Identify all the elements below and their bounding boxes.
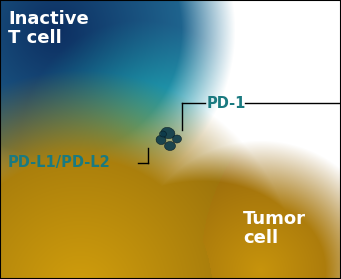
- Ellipse shape: [173, 135, 181, 143]
- Ellipse shape: [161, 128, 175, 139]
- Ellipse shape: [164, 141, 176, 150]
- Ellipse shape: [160, 131, 166, 137]
- Text: PD-1: PD-1: [207, 95, 247, 110]
- Text: Tumor
cell: Tumor cell: [243, 210, 306, 247]
- Ellipse shape: [156, 135, 166, 145]
- Text: Inactive
T cell: Inactive T cell: [8, 10, 89, 47]
- Text: PD-L1/PD-L2: PD-L1/PD-L2: [8, 155, 111, 170]
